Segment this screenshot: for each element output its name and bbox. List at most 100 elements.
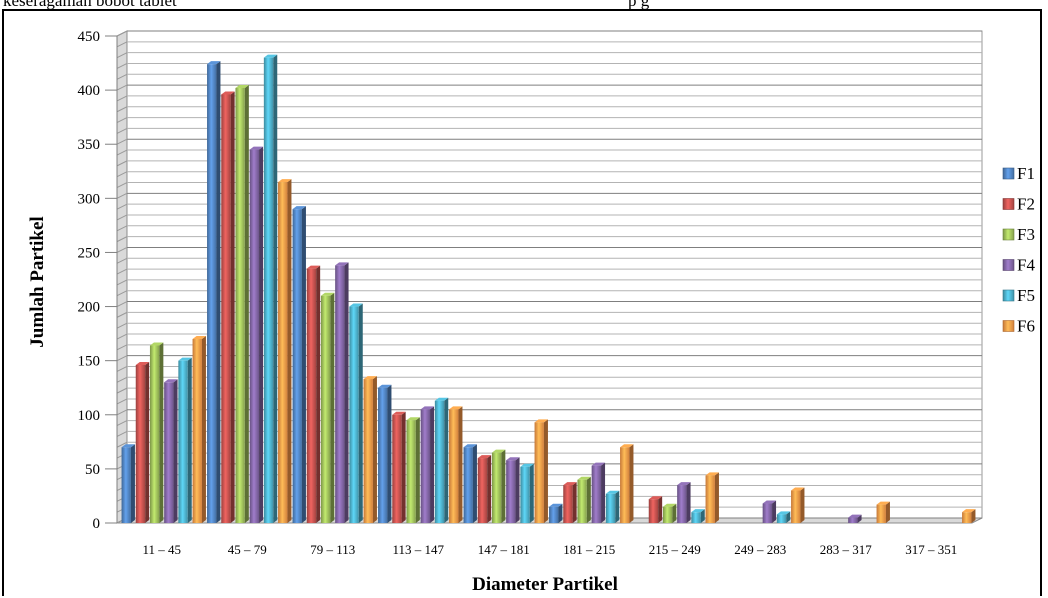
side-gridline: [116, 95, 128, 102]
bar-F4-3: [420, 406, 435, 523]
side-gridline: [116, 290, 128, 297]
bar-front: [434, 400, 445, 523]
bar-top: [876, 501, 890, 505]
bar-side: [658, 496, 663, 523]
bar-side: [529, 463, 534, 523]
bar-front: [648, 499, 659, 523]
bar-F3-3: [406, 417, 420, 523]
bar-front: [762, 503, 773, 523]
bar-front: [691, 512, 701, 523]
bar-side: [301, 206, 306, 523]
bar-front: [491, 452, 502, 523]
bar-top: [776, 511, 791, 515]
bar-F6-1: [278, 179, 292, 523]
bar-side: [372, 376, 377, 523]
bar-top: [848, 514, 862, 518]
side-gridline: [116, 30, 128, 37]
side-gridline: [116, 268, 128, 275]
bar-side: [885, 501, 890, 523]
bar-top: [434, 397, 449, 401]
legend-swatch: [1002, 228, 1015, 241]
x-tick-label: 147 – 181: [478, 542, 530, 557]
bar-F2-6: [648, 496, 663, 523]
bar-F2-4: [477, 455, 492, 523]
bar-front: [463, 447, 473, 523]
bar-front: [620, 447, 630, 523]
legend-item-F5: F5: [1002, 286, 1035, 305]
bar-top: [491, 449, 506, 453]
x-tick-label: 249 – 283: [734, 542, 786, 557]
legend-swatch: [1002, 320, 1015, 332]
bar-F6-2: [363, 376, 377, 523]
bar-top: [791, 487, 805, 491]
bar-top: [207, 61, 221, 65]
side-gridline: [116, 160, 128, 167]
bar-side: [259, 146, 264, 523]
bar-side: [686, 482, 691, 523]
header-text: keseragaman bobot tablet " p g: [0, 0, 1048, 11]
bar-F1-5: [549, 503, 563, 523]
bar-side: [615, 490, 620, 523]
side-gridline: [116, 203, 128, 210]
bar-top: [392, 411, 406, 415]
bar-F6-9: [962, 509, 976, 523]
bar-F2-3: [392, 411, 406, 523]
bar-top: [691, 509, 705, 513]
y-tick-label: 350: [78, 137, 101, 153]
x-tick-label: 79 – 113: [310, 542, 355, 557]
side-gridline: [116, 344, 128, 351]
bar-side: [572, 482, 577, 523]
bar-F5-2: [349, 303, 363, 523]
bar-front: [164, 382, 174, 523]
bar-front: [962, 512, 972, 523]
bar-front: [662, 506, 673, 523]
bar-top: [520, 463, 534, 467]
side-gridline: [116, 333, 128, 340]
bar-front: [563, 485, 573, 523]
side-gridline: [116, 236, 128, 243]
y-axis-title: Jumlah Partikel: [27, 216, 48, 347]
bar-side: [358, 303, 363, 523]
bar-side: [145, 361, 150, 523]
bar-front: [178, 360, 188, 523]
bar-front: [449, 409, 459, 523]
side-gridline: [116, 398, 128, 405]
bar-top: [605, 490, 620, 494]
bar-F3-0: [149, 342, 164, 523]
bar-side: [387, 384, 392, 523]
bar-side: [201, 336, 206, 523]
bar-F5-6: [691, 509, 705, 523]
bar-F4-0: [164, 379, 178, 523]
bar-side: [629, 444, 634, 523]
bar-side: [187, 357, 192, 523]
bar-top: [278, 179, 292, 183]
bar-F4-2: [335, 262, 349, 523]
bar-top: [263, 54, 278, 58]
bar-front: [121, 447, 131, 523]
y-tick-label: 400: [78, 83, 101, 99]
side-gridline: [116, 63, 128, 69]
bar-side: [415, 417, 420, 523]
side-gridline: [116, 376, 128, 383]
legend-item-F6: F6: [1002, 317, 1035, 336]
side-gridline: [116, 127, 128, 134]
bar-front: [249, 149, 260, 523]
side-gridline: [116, 106, 128, 113]
bar-front: [577, 479, 587, 523]
bar-F3-6: [662, 503, 677, 523]
bar-side: [244, 84, 249, 524]
bar-top: [648, 496, 663, 500]
bar-top: [563, 482, 577, 486]
bar-top: [463, 444, 477, 448]
bar-side: [800, 487, 805, 523]
bar-F5-7: [776, 511, 791, 523]
legend-label: F5: [1017, 286, 1035, 305]
bar-front: [506, 460, 516, 523]
bar-side: [159, 342, 164, 523]
side-gridline: [116, 192, 128, 199]
x-tick-label: 215 – 249: [649, 542, 701, 557]
x-axis-title: Diameter Partikel: [472, 574, 618, 595]
legend-label: F4: [1017, 256, 1035, 275]
bar-F4-4: [506, 457, 520, 523]
